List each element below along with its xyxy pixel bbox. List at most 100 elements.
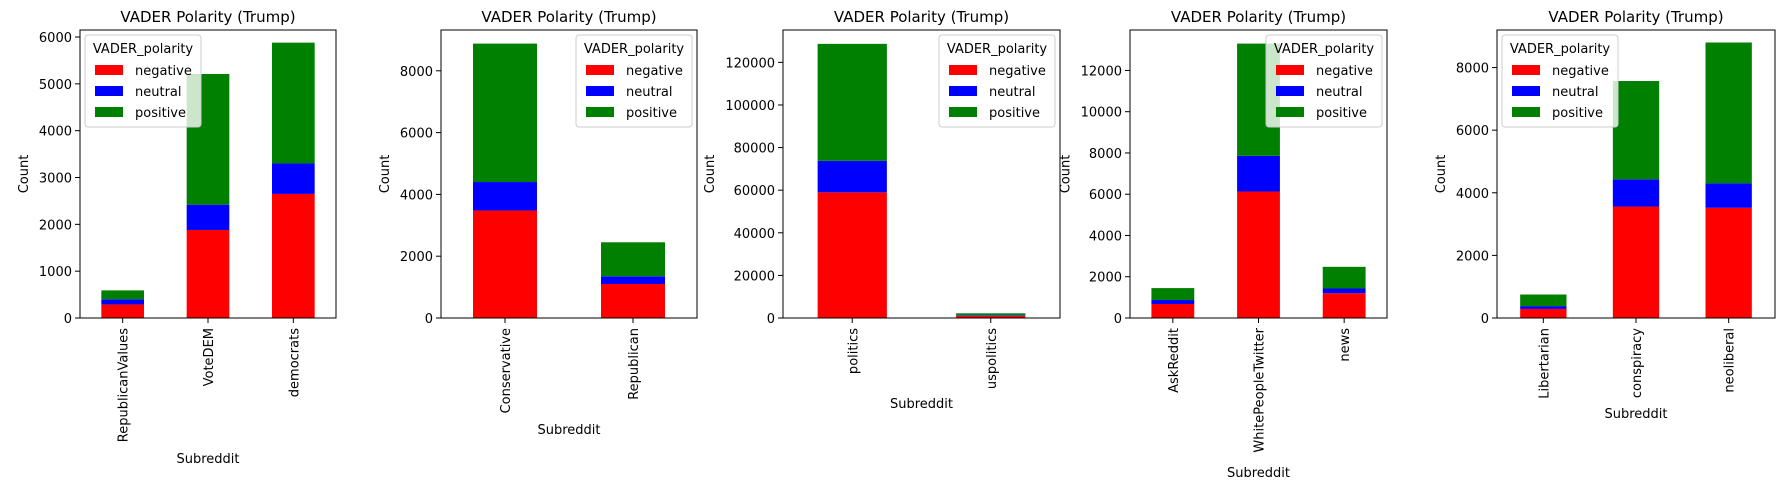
- bar-neutral-neoliberal: [1705, 183, 1752, 208]
- bar-neutral-Republican: [601, 276, 665, 285]
- x-tick-label: conspiracy: [1630, 328, 1645, 398]
- bar-neutral-uspolitics: [956, 315, 1026, 316]
- y-tick-label: 6000: [1456, 124, 1489, 139]
- x-axis-label: Subreddit: [176, 452, 239, 467]
- y-axis-label: Count: [378, 155, 393, 194]
- bar-positive-uspolitics: [956, 313, 1026, 316]
- legend-swatch-neutral: [586, 86, 614, 96]
- legend-label-neutral: neutral: [626, 85, 673, 100]
- bar-negative-WhitePeopleTwitter: [1237, 191, 1280, 318]
- legend-title: VADER_polarity: [1510, 42, 1611, 57]
- x-tick-label: VoteDEM: [202, 328, 217, 386]
- x-axis-label: Subreddit: [1227, 466, 1290, 481]
- y-tick-label: 4000: [400, 188, 433, 203]
- chart-5: Libertarian conspiracy neoliberal 0 2000 4000…: [1434, 8, 1776, 422]
- legend-box: [1501, 34, 1619, 128]
- bar-neutral-RepublicanValues: [101, 299, 144, 305]
- y-tick-label: 2000: [1089, 271, 1122, 286]
- y-axis-label: Count: [1059, 155, 1074, 194]
- legend-label-neutral: neutral: [1316, 85, 1363, 100]
- chart-title: VADER Polarity (Trump): [481, 8, 656, 26]
- x-tick-label: AskReddit: [1167, 328, 1182, 393]
- y-tick-label: 60000: [734, 184, 775, 199]
- bar-negative-news: [1322, 293, 1366, 318]
- legend-swatch-positive: [95, 107, 123, 117]
- bar-positive-politics: [817, 43, 887, 161]
- y-tick-label: 80000: [734, 142, 775, 157]
- bar-negative-Libertarian: [1520, 308, 1567, 318]
- plot-frame: [782, 29, 1061, 319]
- legend-box: [84, 34, 202, 128]
- legend: VADER_polarity negative neutral positive: [575, 34, 693, 128]
- legend-label-positive: positive: [135, 106, 186, 121]
- legend-title: VADER_polarity: [947, 42, 1048, 57]
- chart-title: VADER Polarity (Trump): [1548, 8, 1723, 26]
- legend-swatch-neutral: [1512, 86, 1540, 96]
- legend: VADER_polarity negative neutral positive: [1501, 34, 1619, 128]
- legend-label-neutral: neutral: [989, 85, 1036, 100]
- y-tick-label: 10000: [1081, 106, 1122, 121]
- y-axis-label: Count: [1434, 155, 1449, 194]
- legend-box: [575, 34, 693, 128]
- y-tick-label: 5000: [39, 78, 72, 93]
- y-tick-label: 120000: [725, 56, 775, 71]
- legend-swatch-neutral: [95, 86, 123, 96]
- y-tick-label: 8000: [1089, 147, 1122, 162]
- legend: VADER_polarity negative neutral positive: [1265, 34, 1383, 128]
- y-tick-label: 6000: [1089, 188, 1122, 203]
- legend-label-negative: negative: [989, 64, 1046, 79]
- legend-box: [938, 34, 1056, 128]
- bar-positive-Libertarian: [1520, 294, 1567, 307]
- legend-swatch-neutral: [949, 86, 977, 96]
- bar-negative-neoliberal: [1705, 207, 1752, 318]
- legend-title: VADER_polarity: [1274, 42, 1375, 57]
- x-axis-label: Subreddit: [1604, 407, 1667, 422]
- legend-label-negative: negative: [1552, 64, 1609, 79]
- x-tick-label: politics: [846, 328, 861, 374]
- x-tick-label: democrats: [287, 328, 302, 397]
- bar-positive-Conservative: [473, 43, 537, 183]
- bar-positive-democrats: [272, 42, 315, 164]
- legend-box: [1265, 34, 1383, 128]
- bar-negative-conspiracy: [1612, 206, 1660, 318]
- bar-negative-uspolitics: [956, 315, 1026, 318]
- bar-negative-Conservative: [473, 210, 537, 318]
- bar-neutral-Conservative: [473, 182, 537, 211]
- bar-neutral-politics: [817, 160, 887, 193]
- bar-neutral-VoteDEM: [186, 204, 230, 230]
- y-tick-label: 0: [425, 312, 433, 327]
- y-tick-label: 4000: [1456, 187, 1489, 202]
- legend-swatch-negative: [1512, 65, 1540, 75]
- bar-neutral-AskReddit: [1151, 300, 1195, 304]
- legend-title: VADER_polarity: [584, 42, 685, 57]
- bar-positive-Republican: [601, 242, 665, 277]
- bar-positive-neoliberal: [1705, 42, 1752, 184]
- y-tick-label: 0: [64, 312, 72, 327]
- legend-swatch-positive: [586, 107, 614, 117]
- y-tick-label: 6000: [400, 127, 433, 142]
- bar-neutral-democrats: [272, 163, 315, 194]
- x-tick-label: WhitePeopleTwitter: [1253, 327, 1268, 452]
- y-tick-label: 8000: [400, 65, 433, 80]
- y-tick-label: 12000: [1081, 64, 1122, 79]
- y-tick-label: 4000: [1089, 229, 1122, 244]
- y-tick-label: 6000: [39, 31, 72, 46]
- bar-neutral-Libertarian: [1520, 306, 1567, 309]
- y-tick-label: 100000: [725, 99, 775, 114]
- bar-positive-RepublicanValues: [101, 290, 144, 300]
- y-tick-label: 0: [767, 312, 775, 327]
- x-tick-label: uspolitics: [985, 328, 1000, 389]
- legend-label-neutral: neutral: [1552, 85, 1599, 100]
- x-tick-label: news: [1338, 328, 1353, 362]
- x-axis-label: Subreddit: [890, 397, 953, 412]
- legend: VADER_polarity negative neutral positive: [84, 34, 202, 128]
- chart-title: VADER Polarity (Trump): [834, 8, 1009, 26]
- legend-label-negative: negative: [1316, 64, 1373, 79]
- y-tick-label: 20000: [734, 269, 775, 284]
- x-tick-label: neoliberal: [1723, 328, 1738, 393]
- legend-label-negative: negative: [626, 64, 683, 79]
- legend-swatch-neutral: [1276, 86, 1304, 96]
- legend-swatch-negative: [949, 65, 977, 75]
- x-tick-label: Conservative: [499, 328, 514, 413]
